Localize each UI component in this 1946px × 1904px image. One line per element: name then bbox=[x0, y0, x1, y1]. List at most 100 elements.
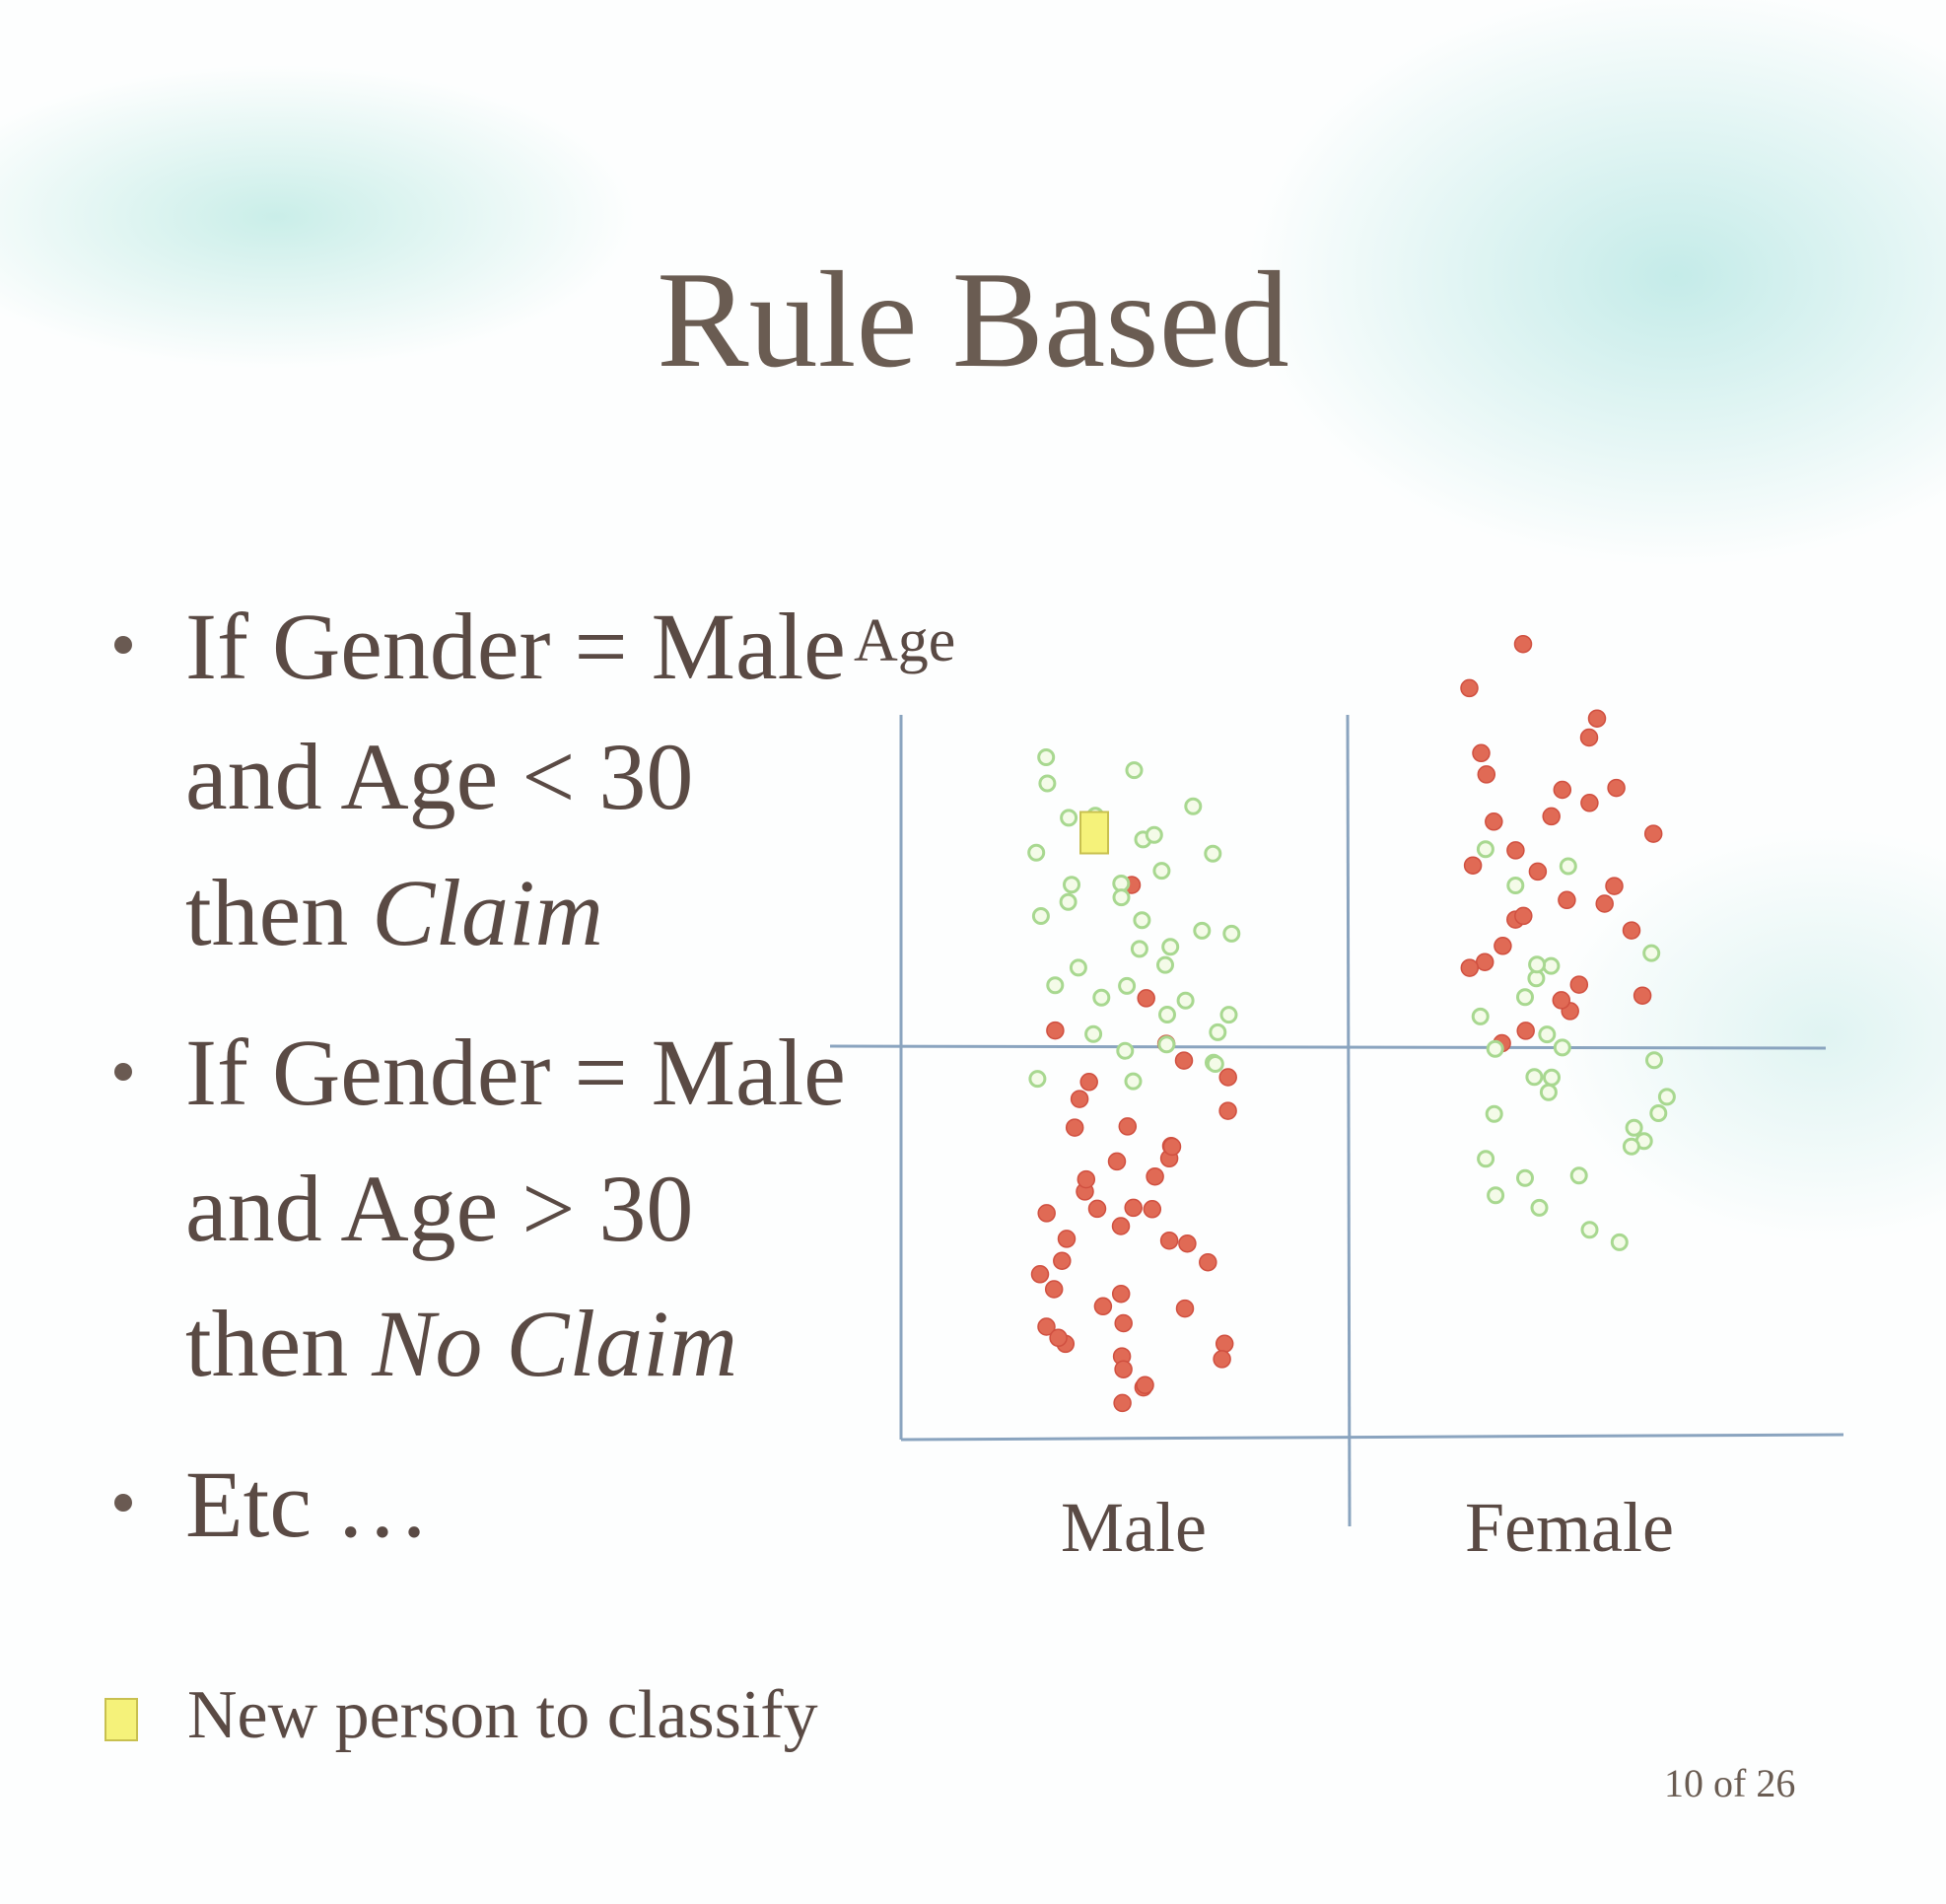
claim-point bbox=[1558, 890, 1576, 910]
no-claim-point bbox=[1130, 940, 1148, 958]
no-claim-point bbox=[1059, 892, 1077, 911]
claim-point bbox=[1516, 1022, 1535, 1040]
bullet-2-line-1: If Gender = Male bbox=[185, 1020, 846, 1125]
claim-point bbox=[1607, 778, 1626, 798]
no-claim-point bbox=[1046, 976, 1065, 995]
no-claim-point bbox=[1193, 921, 1212, 940]
no-claim-point bbox=[1610, 1233, 1629, 1251]
claim-point bbox=[1077, 1169, 1096, 1189]
no-claim-point bbox=[1222, 924, 1241, 943]
no-claim-point bbox=[1027, 843, 1046, 862]
claim-point bbox=[1477, 765, 1496, 784]
no-claim-point bbox=[1645, 1051, 1663, 1070]
bullet-2-line-3: then No Claim bbox=[185, 1297, 737, 1391]
bullet-1-line-3-text: then bbox=[185, 860, 373, 965]
no-claim-point bbox=[1538, 1025, 1557, 1044]
claim-point bbox=[1146, 1166, 1164, 1186]
bullet-1-line-2: and Age < 30 bbox=[185, 724, 694, 829]
claim-point bbox=[1118, 1117, 1138, 1136]
bullet-dot bbox=[114, 636, 132, 654]
no-claim-point bbox=[1206, 1055, 1224, 1073]
claim-point bbox=[1553, 780, 1572, 800]
bullet-1-line-1: If Gender = Male bbox=[185, 594, 846, 699]
page-number: 10 of 26 bbox=[1664, 1761, 1796, 1805]
claim-point bbox=[1087, 1199, 1107, 1219]
bullet-2-emphasis: No Claim bbox=[372, 1291, 738, 1396]
no-claim-point bbox=[1184, 797, 1203, 815]
no-claim-point bbox=[1156, 955, 1174, 974]
no-claim-point bbox=[1559, 857, 1577, 876]
claim-point bbox=[1587, 709, 1607, 728]
claim-point bbox=[1053, 1251, 1072, 1270]
scatter-points bbox=[1027, 634, 1676, 1413]
no-claim-point bbox=[1028, 1070, 1047, 1089]
claim-point bbox=[1037, 1204, 1056, 1223]
no-claim-point bbox=[1642, 944, 1661, 962]
no-claim-point bbox=[1116, 1041, 1135, 1060]
claim-point bbox=[1044, 1280, 1064, 1299]
claim-point bbox=[1506, 841, 1525, 860]
no-claim-point bbox=[1069, 958, 1087, 977]
claim-point bbox=[1528, 862, 1548, 881]
claim-point bbox=[1049, 1328, 1068, 1348]
claim-point bbox=[1472, 743, 1491, 763]
no-claim-point bbox=[1539, 1083, 1558, 1101]
no-claim-point bbox=[1471, 1007, 1490, 1025]
no-claim-point bbox=[1157, 1035, 1176, 1054]
claim-point bbox=[1218, 1068, 1237, 1087]
no-claim-point bbox=[1525, 1068, 1544, 1087]
claim-point bbox=[1475, 952, 1494, 971]
claim-point bbox=[1159, 1231, 1179, 1250]
no-claim-point bbox=[1092, 988, 1111, 1007]
age-threshold-line bbox=[829, 1044, 1827, 1050]
claim-point bbox=[1622, 921, 1641, 940]
no-claim-point bbox=[1516, 988, 1534, 1007]
no-claim-point bbox=[1038, 774, 1057, 793]
no-claim-point bbox=[1625, 1118, 1643, 1137]
x-tick-label-female: Female bbox=[1465, 1488, 1674, 1567]
no-claim-point bbox=[1125, 761, 1144, 780]
bullet-1-line-3: then Claim bbox=[185, 866, 603, 960]
no-claim-point bbox=[1209, 1023, 1227, 1041]
claim-point bbox=[1215, 1334, 1234, 1354]
gender-divider bbox=[1346, 714, 1352, 1527]
slide-title: Rule Based bbox=[657, 244, 1289, 396]
no-claim-point bbox=[1084, 1024, 1103, 1043]
new-person-point bbox=[1079, 811, 1109, 855]
x-axis bbox=[900, 1433, 1844, 1442]
no-claim-point bbox=[1477, 1150, 1495, 1168]
claim-point bbox=[1057, 1230, 1077, 1248]
claim-point bbox=[1111, 1217, 1131, 1235]
no-claim-point bbox=[1649, 1104, 1668, 1122]
claim-point bbox=[1542, 807, 1561, 826]
bullet-1-emphasis: Claim bbox=[372, 860, 603, 965]
claim-point bbox=[1633, 986, 1652, 1005]
claim-point bbox=[1162, 1137, 1182, 1157]
claim-point bbox=[1460, 958, 1480, 977]
claim-point bbox=[1037, 1317, 1056, 1336]
no-claim-point bbox=[1060, 809, 1078, 827]
bullet-3-line-1: Etc … bbox=[185, 1451, 430, 1557]
y-axis-label: Age bbox=[854, 607, 955, 674]
no-claim-point bbox=[1543, 1068, 1561, 1087]
claim-point bbox=[1643, 824, 1663, 843]
no-claim-point bbox=[1476, 840, 1494, 859]
no-claim-point bbox=[1145, 825, 1163, 844]
claim-point bbox=[1079, 1073, 1098, 1092]
claim-point bbox=[1030, 1265, 1050, 1284]
claim-point bbox=[1107, 1152, 1127, 1171]
no-claim-point bbox=[1486, 1039, 1504, 1058]
no-claim-point bbox=[1204, 844, 1222, 863]
no-claim-point bbox=[1580, 1221, 1599, 1239]
claim-point bbox=[1065, 1118, 1084, 1137]
legend-swatch-new-person bbox=[104, 1698, 138, 1741]
x-tick-label-male: Male bbox=[1061, 1488, 1207, 1567]
claim-point bbox=[1174, 1051, 1194, 1070]
no-claim-point bbox=[1485, 1104, 1503, 1123]
claim-point bbox=[1124, 1198, 1143, 1218]
no-claim-point bbox=[1133, 911, 1151, 930]
no-claim-point bbox=[1506, 877, 1525, 894]
claim-point bbox=[1070, 1090, 1089, 1108]
